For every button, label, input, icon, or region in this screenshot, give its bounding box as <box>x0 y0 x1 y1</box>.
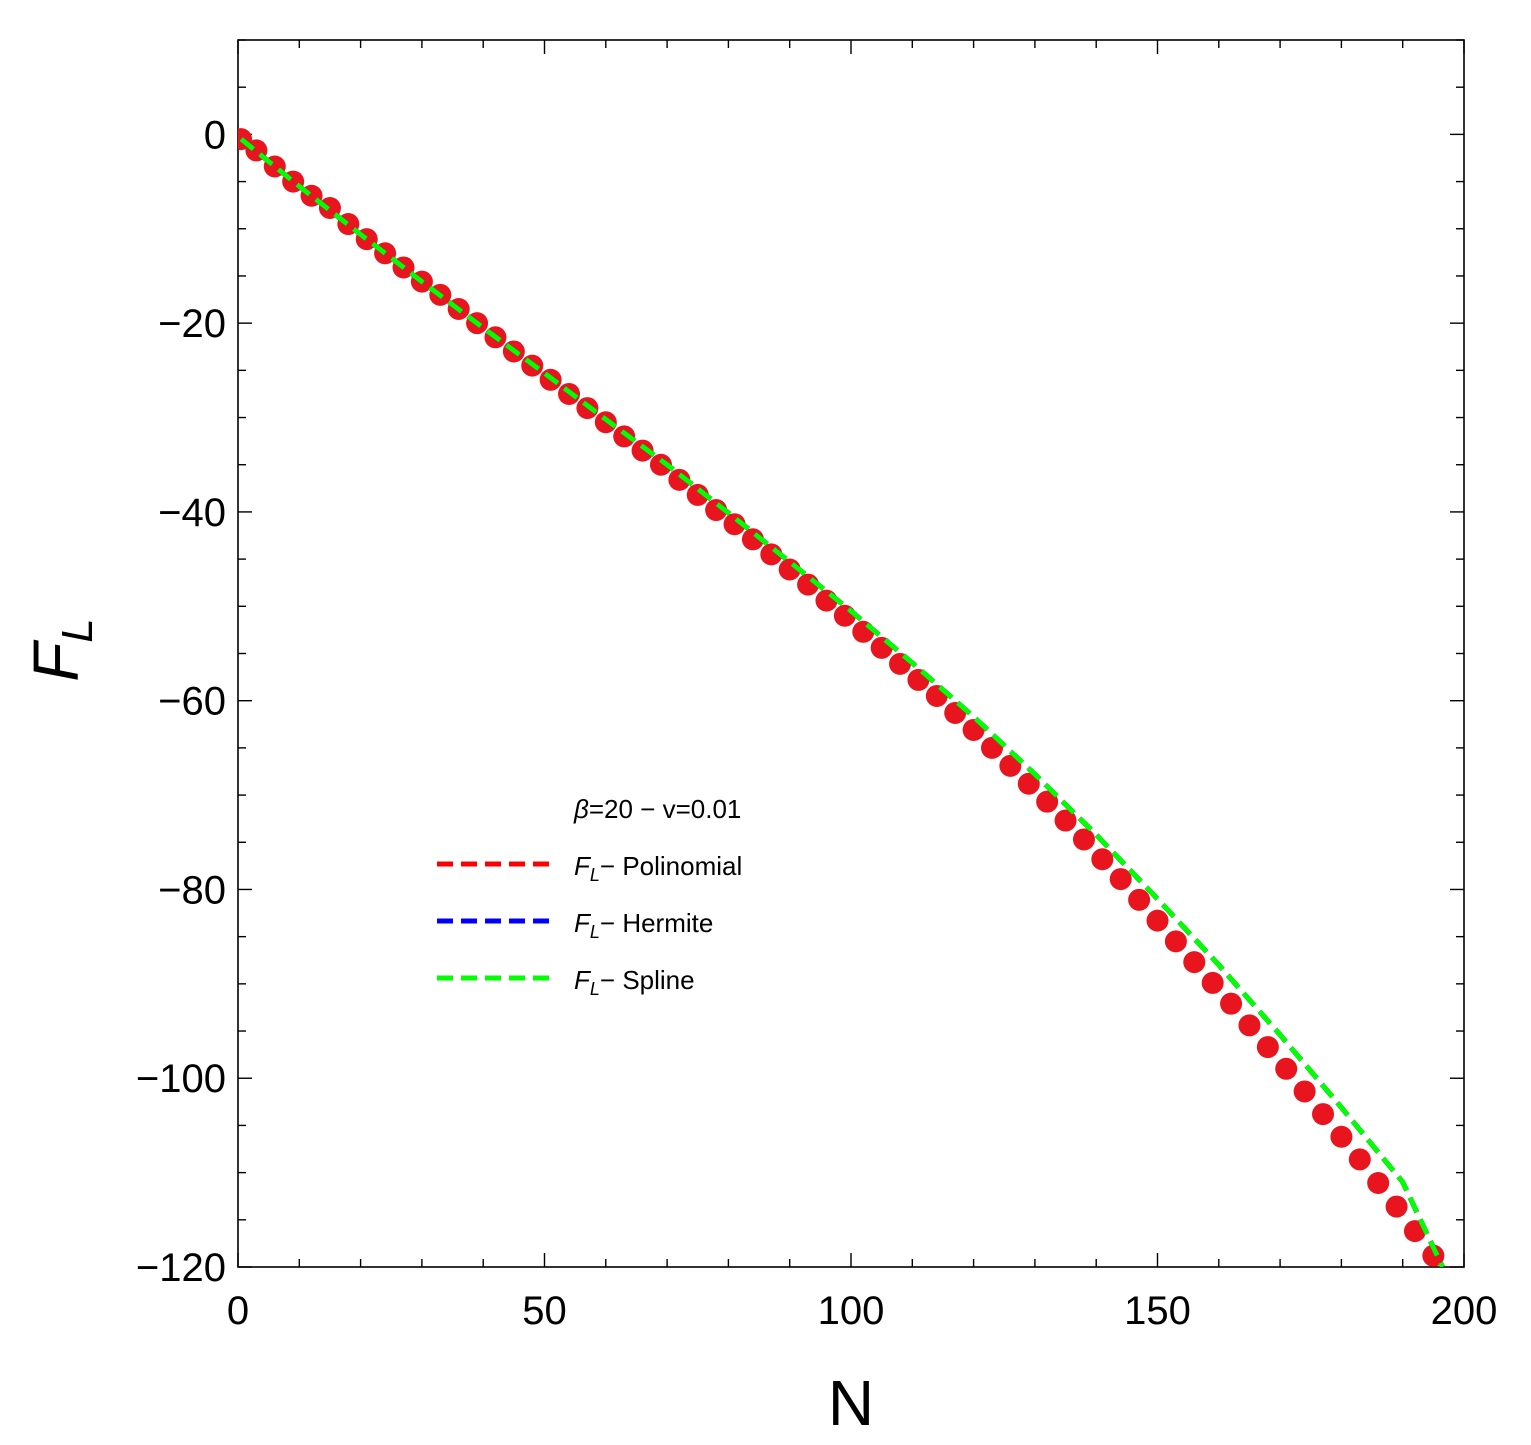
data-point <box>1238 1014 1261 1037</box>
legend-label-text: − Polinomial <box>600 851 742 881</box>
legend-label-hermite: FL− Hermite <box>574 908 713 942</box>
data-point <box>1220 992 1243 1015</box>
data-point <box>631 439 654 462</box>
legend-entry-hermite: FL− Hermite <box>437 908 713 942</box>
legend: β=20 − v=0.01 FL− Polinomial FL− Hermite… <box>437 794 742 999</box>
x-tick-label: 0 <box>227 1289 249 1333</box>
data-point <box>1128 888 1151 911</box>
data-point <box>1017 772 1040 795</box>
data-point <box>686 483 709 506</box>
y-axis-label-sub: L <box>53 618 102 642</box>
y-tick-label: −40 <box>158 491 226 535</box>
data-point <box>1109 868 1132 891</box>
legend-label-text: − Spline <box>600 965 695 995</box>
y-tick-label: −80 <box>158 868 226 912</box>
data-point <box>1312 1103 1335 1126</box>
legend-entry-spline: FL− Spline <box>437 965 695 999</box>
series-line-0 <box>239 137 1445 1267</box>
y-axis-label: FL <box>20 618 102 682</box>
data-point <box>1036 790 1059 813</box>
data-markers <box>238 128 1445 1267</box>
legend-label-main: F <box>574 851 592 881</box>
data-point <box>1275 1057 1298 1080</box>
data-point <box>852 620 875 643</box>
x-axis-label: N <box>828 1367 874 1439</box>
data-point <box>1072 828 1095 851</box>
data-point <box>1164 930 1187 953</box>
data-point <box>999 754 1022 777</box>
data-point <box>1422 1244 1445 1267</box>
axis-tick-labels: 0 50 100 150 200 0 −20 −40 −60 −80 −100 −120 <box>136 113 1497 1333</box>
data-point <box>833 604 856 627</box>
legend-title-greek: β <box>573 794 589 824</box>
legend-label-sub: L <box>590 922 600 942</box>
legend-title-text: =20 − v=0.01 <box>589 794 742 824</box>
y-tick-label: −120 <box>136 1246 226 1290</box>
x-tick-label: 150 <box>1124 1289 1191 1333</box>
legend-label-polinomial: FL− Polinomial <box>574 851 742 885</box>
x-tick-label: 100 <box>818 1289 885 1333</box>
x-tick-label: 50 <box>522 1289 567 1333</box>
y-tick-label: 0 <box>204 113 226 157</box>
legend-label-text: − Hermite <box>600 908 713 938</box>
data-point <box>1330 1125 1353 1148</box>
data-point <box>1348 1148 1371 1171</box>
data-point <box>1367 1171 1390 1194</box>
data-point <box>870 636 893 659</box>
data-point <box>1054 809 1077 832</box>
series-line-2 <box>239 137 1445 1267</box>
legend-label-main: F <box>574 908 592 938</box>
y-tick-label: −100 <box>136 1057 226 1101</box>
series-lines <box>239 137 1445 1267</box>
data-point <box>1256 1036 1279 1059</box>
data-point <box>1091 848 1114 871</box>
y-tick-label: −20 <box>158 302 226 346</box>
data-point <box>649 453 672 476</box>
legend-label-main: F <box>574 965 592 995</box>
data-point <box>1293 1080 1316 1103</box>
legend-label-spline: FL− Spline <box>574 965 695 999</box>
legend-label-sub: L <box>590 979 600 999</box>
axis-ticks <box>237 39 1465 1268</box>
legend-entry-polinomial: FL− Polinomial <box>437 851 742 885</box>
legend-title: β=20 − v=0.01 <box>573 794 741 824</box>
y-tick-label: −60 <box>158 680 226 724</box>
data-point <box>1201 971 1224 994</box>
data-point <box>1146 909 1169 932</box>
data-point <box>723 513 746 536</box>
data-point <box>613 425 636 448</box>
plot-frame <box>237 39 1465 1268</box>
data-point <box>1183 951 1206 974</box>
data-point <box>668 468 691 491</box>
y-axis-label-main: F <box>20 639 92 682</box>
x-tick-label: 200 <box>1431 1289 1498 1333</box>
legend-label-sub: L <box>590 865 600 885</box>
data-point <box>1385 1195 1408 1218</box>
series-line-1 <box>239 137 1445 1267</box>
